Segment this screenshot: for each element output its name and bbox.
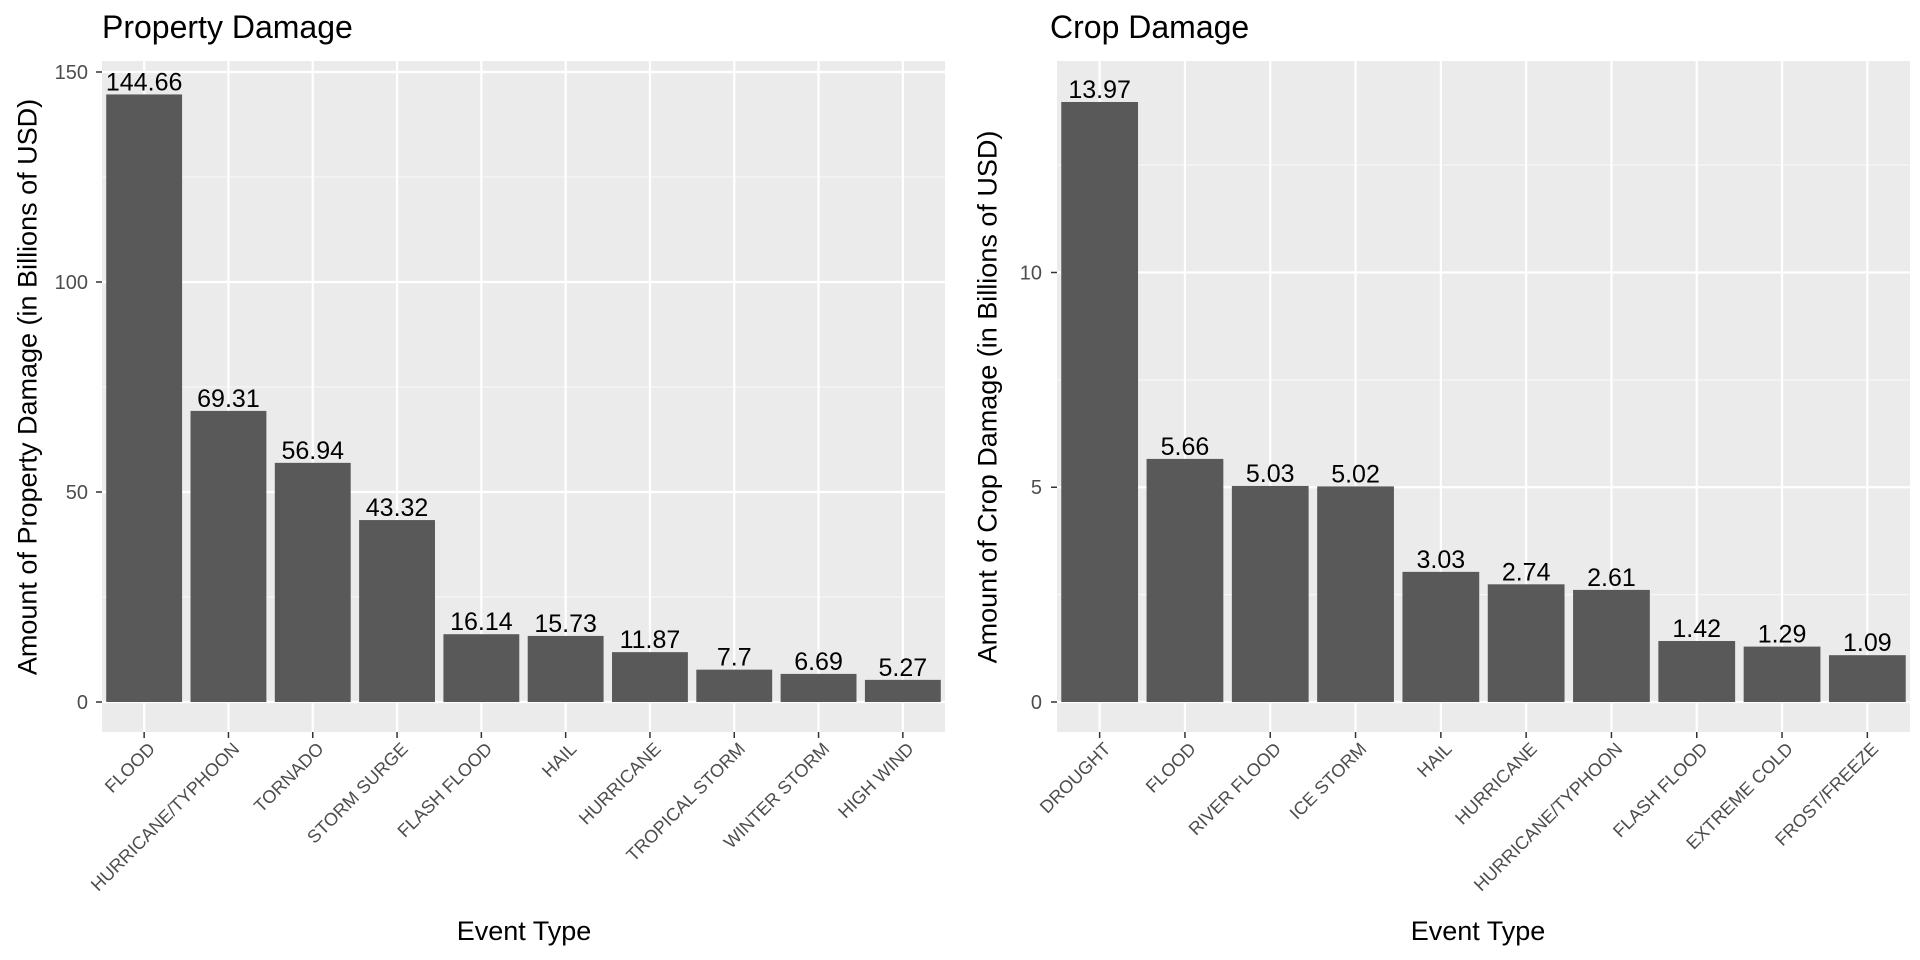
bar	[1061, 101, 1139, 702]
property-damage-chart: Property Damage 0 50 100 150 144.66 69.31 56.9…	[12, 9, 945, 946]
bar	[1402, 571, 1480, 702]
x-tick-label: HAIL	[1413, 739, 1455, 781]
bar-value-label: 11.87	[620, 626, 681, 654]
y-tick-label: 10	[1020, 262, 1042, 284]
x-axis-title: Event Type	[1410, 916, 1546, 946]
bar-value-label: 16.14	[450, 608, 513, 636]
bar-value-label: 2.61	[1587, 564, 1636, 592]
y-tick-label: 150	[55, 62, 88, 84]
x-tick-label: ICE STORM	[1286, 739, 1371, 824]
x-tick-label: TORNADO	[250, 739, 328, 817]
y-tick-label: 0	[77, 692, 88, 714]
bar-value-label: 144.66	[106, 68, 182, 96]
crop-damage-plot: 0 5 10 13.97 5.66 5.03 5.02 3.03 2.74 2.61 1.42 1.2…	[1020, 61, 1910, 895]
bar-value-label: 13.97	[1068, 76, 1131, 104]
bar	[1743, 646, 1821, 702]
bar	[274, 462, 351, 702]
y-tick-label: 0	[1031, 692, 1042, 714]
bar-value-label: 5.27	[879, 654, 928, 682]
x-tick-label: HURRICANE	[1451, 739, 1541, 829]
y-tick-label: 5	[1031, 477, 1042, 499]
x-tick-label: HURRICANE	[575, 739, 665, 829]
bar	[696, 669, 773, 702]
bar-value-label: 1.09	[1843, 629, 1892, 657]
bar	[864, 679, 941, 702]
bar	[780, 673, 857, 702]
bar-value-label: 5.02	[1331, 460, 1380, 488]
bar	[1231, 485, 1309, 702]
y-axis-title: Amount of Crop Damage (in Billions of US…	[972, 130, 1003, 664]
bar	[527, 635, 604, 702]
bar-value-label: 3.03	[1417, 546, 1466, 574]
bar-value-label: 56.94	[281, 437, 344, 465]
bar-value-label: 1.42	[1672, 615, 1721, 643]
bar	[1828, 655, 1906, 702]
y-tick-label: 100	[55, 272, 88, 294]
bar-value-label: 5.03	[1246, 460, 1295, 488]
bar	[190, 410, 267, 702]
bar	[1658, 641, 1736, 702]
bar-value-label: 6.69	[794, 648, 843, 676]
x-tick-label: FLOOD	[101, 739, 159, 797]
bar-value-label: 2.74	[1502, 558, 1551, 586]
bar	[106, 94, 183, 703]
bar-value-label: 1.29	[1758, 621, 1807, 649]
chart-title: Crop Damage	[1050, 9, 1250, 45]
property-damage-plot: 0 50 100 150 144.66 69.31 56.94 43.32 16.14 15.73…	[55, 61, 945, 895]
x-tick-label: FLOOD	[1142, 739, 1200, 797]
bar-value-label: 69.31	[197, 385, 260, 413]
bar-value-label: 15.73	[534, 610, 597, 638]
bar-value-label: 43.32	[366, 494, 429, 522]
bar	[1146, 458, 1224, 702]
x-tick-label: HAIL	[538, 739, 580, 781]
bar	[1573, 589, 1650, 702]
bar	[443, 634, 520, 702]
x-tick-label: HURRICANE/TYPHOON	[1470, 739, 1626, 895]
bar	[359, 520, 435, 702]
chart-title: Property Damage	[102, 9, 353, 45]
x-axis-title: Event Type	[456, 916, 592, 946]
x-tick-label: HURRICANE/TYPHOON	[87, 739, 243, 895]
y-tick-label: 50	[66, 482, 88, 504]
bar	[612, 652, 688, 702]
bar	[1487, 584, 1565, 702]
crop-damage-chart: Crop Damage 0 5 10 13.97 5.66 5.03 5.02 3.03 2.7…	[960, 0, 1920, 960]
y-axis-title: Amount of Property Damage (in Billions o…	[12, 98, 43, 676]
x-tick-label: RIVER FLOOD	[1185, 739, 1285, 839]
x-tick-label: HIGH WIND	[834, 739, 917, 822]
bar-value-label: 7.7	[717, 644, 752, 672]
bar-value-label: 5.66	[1161, 433, 1210, 461]
bar	[1317, 486, 1394, 702]
x-tick-label: DROUGHT	[1036, 739, 1114, 817]
